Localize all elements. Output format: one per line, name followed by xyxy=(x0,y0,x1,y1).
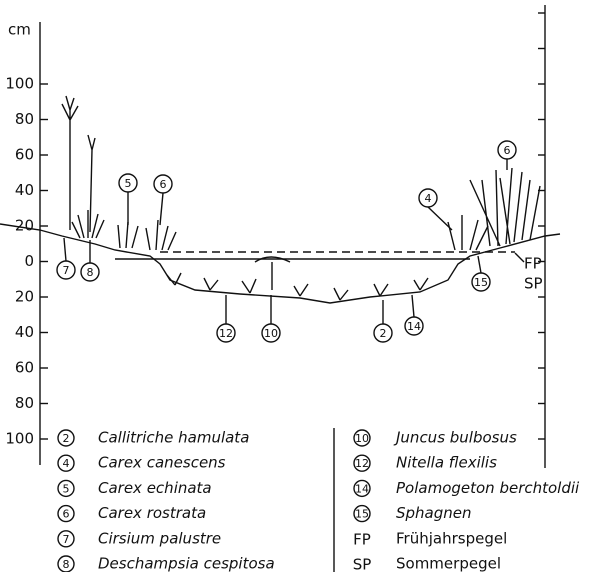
leader-line xyxy=(515,253,524,262)
legend-name: Sphagnen xyxy=(396,504,472,522)
tick-label: 40 xyxy=(15,181,34,199)
key-label: 14 xyxy=(407,320,421,333)
legend-name: Carex echinata xyxy=(98,479,212,497)
legend-name: Deschampsia cespitosa xyxy=(98,555,275,572)
legend-name: Cirsium palustre xyxy=(98,529,221,547)
tick-label: 20 xyxy=(15,217,34,235)
key-label: 5 xyxy=(125,177,132,190)
key-label: FP xyxy=(353,530,371,548)
key-label: 12 xyxy=(355,457,369,470)
water-level-label: SP xyxy=(524,275,543,293)
profile-diagram: cm 100 80 60 40 20 0 20 40 60 80 100 7 8 5 6 12 10 2 14 4 6 1… xyxy=(0,0,616,572)
key-label: 6 xyxy=(63,508,70,521)
key-label: 6 xyxy=(504,144,511,157)
key-label: 4 xyxy=(425,192,432,205)
key-label: 15 xyxy=(474,276,488,289)
key-label: 7 xyxy=(63,533,70,546)
key-label: 12 xyxy=(219,327,233,340)
key-label: 2 xyxy=(63,432,70,445)
leader-line xyxy=(428,207,452,230)
key-label: 5 xyxy=(63,482,70,495)
tick-label: 40 xyxy=(15,323,34,341)
tick-label: 80 xyxy=(15,394,34,412)
legend-name: Frühjahrspegel xyxy=(396,529,507,547)
key-label: 2 xyxy=(380,327,387,340)
leader-line xyxy=(64,238,66,261)
key-label: 8 xyxy=(63,558,70,571)
legend-name: Juncus bulbosus xyxy=(393,429,517,447)
key-label: 7 xyxy=(63,264,70,277)
tick-label: 100 xyxy=(5,430,34,448)
legend-name: Callitriche hamulata xyxy=(98,429,249,447)
leader-line xyxy=(412,295,414,317)
tick-label: 100 xyxy=(5,75,34,93)
key-label: 6 xyxy=(160,178,167,191)
key-label: 8 xyxy=(87,266,94,279)
tick-label: 80 xyxy=(15,110,34,128)
legend-name: Sommerpegel xyxy=(396,555,501,572)
key-label: 15 xyxy=(355,508,369,521)
key-label: 10 xyxy=(355,432,369,445)
leader-line xyxy=(160,193,163,225)
tick-label: 20 xyxy=(15,288,34,306)
tick-label: 60 xyxy=(15,359,34,377)
axis-unit: cm xyxy=(8,21,31,39)
legend-name: Carex rostrata xyxy=(98,504,206,522)
key-label: 4 xyxy=(63,457,70,470)
leader-line xyxy=(478,256,481,273)
legend-name: Nitella flexilis xyxy=(396,454,497,472)
key-label: SP xyxy=(353,556,372,572)
key-label: 10 xyxy=(264,327,278,340)
legend-name: Carex canescens xyxy=(98,454,226,472)
water-level-label: FP xyxy=(524,255,542,273)
legend-name: Polamogeton berchtoldii xyxy=(396,479,580,497)
plants xyxy=(62,96,540,300)
tick-label: 0 xyxy=(24,252,34,270)
tick-label: 60 xyxy=(15,146,34,164)
key-label: 14 xyxy=(355,482,369,495)
